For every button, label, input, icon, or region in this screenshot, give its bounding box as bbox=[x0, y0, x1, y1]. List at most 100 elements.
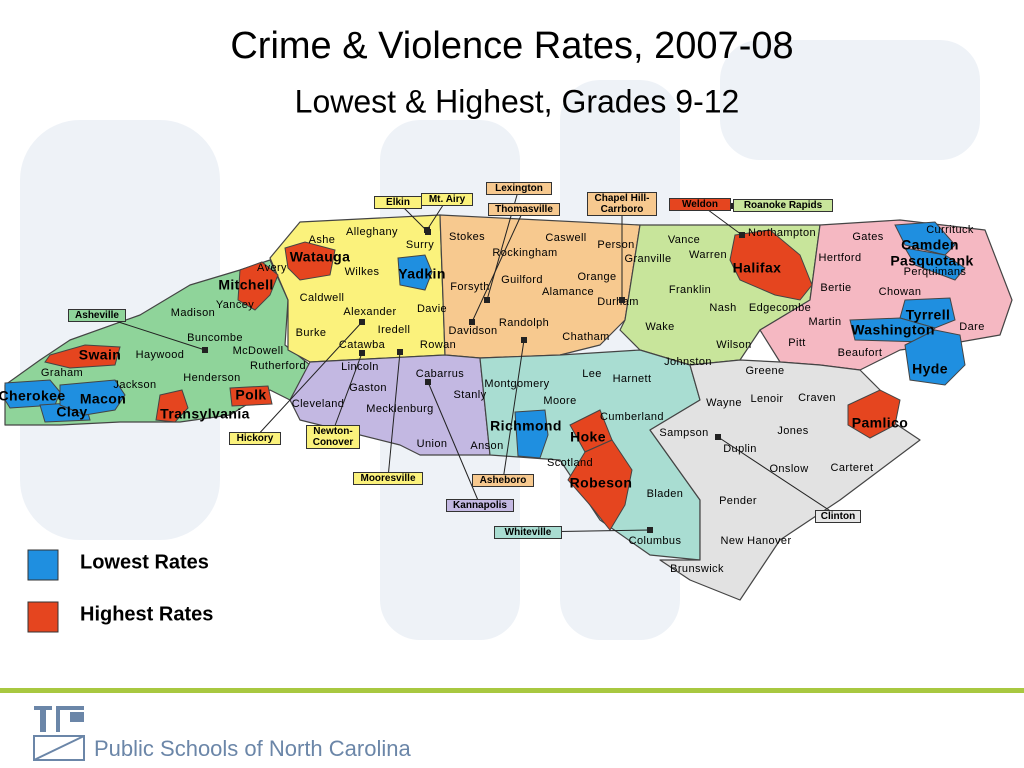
county-label: Beaufort bbox=[838, 347, 883, 359]
county-label: Martin bbox=[809, 316, 842, 328]
county-label: Ashe bbox=[309, 234, 336, 246]
county-label: Cumberland bbox=[600, 411, 664, 423]
county-label: Forsyth bbox=[450, 281, 489, 293]
county-label: Northampton bbox=[748, 227, 816, 239]
district-label: Asheville bbox=[68, 309, 126, 322]
county-label: Sampson bbox=[659, 427, 708, 439]
county-label: Hoke bbox=[570, 429, 606, 445]
county-shape bbox=[59, 379, 126, 416]
county-label: Catawba bbox=[339, 339, 386, 351]
county-shape bbox=[284, 241, 336, 281]
county-label: Camden bbox=[901, 237, 959, 253]
county-label: Buncombe bbox=[187, 332, 243, 344]
county-label: Burke bbox=[296, 327, 327, 339]
district-dot bbox=[739, 232, 745, 238]
district-label: Thomasville bbox=[488, 203, 560, 216]
county-label: Wilkes bbox=[345, 266, 380, 278]
county-label: Macon bbox=[80, 391, 126, 407]
county-shape bbox=[904, 247, 966, 281]
county-label: Alexander bbox=[343, 306, 396, 318]
leader-line bbox=[502, 339, 525, 481]
district-dot bbox=[619, 297, 625, 303]
county-label: Lenoir bbox=[751, 393, 784, 405]
county-label: Orange bbox=[577, 271, 616, 283]
footer-text: Public Schools of North Carolina bbox=[94, 736, 411, 761]
county-label: Stanly bbox=[454, 389, 487, 401]
county-label: Montgomery bbox=[484, 378, 549, 390]
county-label: Columbus bbox=[629, 535, 682, 547]
county-label: Jones bbox=[777, 425, 808, 437]
county-label: Rockingham bbox=[492, 247, 557, 259]
county-label: New Hanover bbox=[720, 535, 791, 547]
footer-rule bbox=[0, 688, 1024, 693]
county-label: Edgecombe bbox=[749, 302, 811, 314]
county-label: Mitchell bbox=[218, 277, 273, 293]
county-label: Stokes bbox=[449, 231, 485, 243]
county-shape bbox=[899, 297, 956, 329]
district-label: Roanoke Rapids bbox=[733, 199, 833, 212]
county-label: Rowan bbox=[420, 339, 456, 351]
county-label: Cherokee bbox=[0, 388, 66, 404]
county-label: Union bbox=[417, 438, 448, 450]
county-label: Pasquotank bbox=[890, 253, 973, 269]
county-label: Gates bbox=[852, 231, 883, 243]
district-label: Elkin bbox=[374, 196, 422, 209]
county-label: Anson bbox=[470, 440, 503, 452]
county-label: Haywood bbox=[136, 349, 185, 361]
district-dot bbox=[425, 379, 431, 385]
county-label: Alleghany bbox=[346, 226, 398, 238]
leader-line bbox=[387, 351, 401, 479]
county-label: Jackson bbox=[113, 379, 156, 391]
county-label: Yadkin bbox=[398, 266, 446, 282]
county-label: Tyrrell bbox=[906, 307, 951, 323]
district-dot bbox=[715, 434, 721, 440]
county-label: Avery bbox=[257, 262, 287, 274]
county-shape bbox=[44, 344, 121, 369]
district-dot bbox=[647, 527, 653, 533]
district-label: Hickory bbox=[229, 432, 281, 445]
legend-swatch bbox=[27, 549, 59, 581]
county-shape bbox=[237, 261, 279, 311]
leader-line bbox=[717, 436, 839, 517]
county-label: Davie bbox=[417, 303, 447, 315]
county-shape bbox=[567, 439, 633, 531]
county-label: Brunswick bbox=[670, 563, 724, 575]
county-label: Washington bbox=[851, 322, 935, 338]
district-dot bbox=[397, 349, 403, 355]
county-label: Wayne bbox=[706, 397, 742, 409]
county-label: Carteret bbox=[831, 462, 874, 474]
district-label: Weldon bbox=[669, 198, 731, 211]
county-label: Johnston bbox=[664, 356, 712, 368]
county-label: Robeson bbox=[570, 475, 633, 491]
county-label: Granville bbox=[624, 253, 671, 265]
county-label: Transylvania bbox=[160, 406, 250, 422]
subtitle: Lowest & Highest, Grades 9-12 bbox=[295, 83, 740, 119]
county-label: Greene bbox=[745, 365, 784, 377]
county-label: Clay bbox=[56, 404, 87, 420]
county-label: McDowell bbox=[233, 345, 284, 357]
leader-line bbox=[254, 321, 363, 439]
highlighted-counties bbox=[4, 221, 966, 531]
county-label: Yancey bbox=[216, 299, 254, 311]
district-dot bbox=[202, 347, 208, 353]
county-label: Harnett bbox=[613, 373, 652, 385]
county-label: Gaston bbox=[349, 382, 387, 394]
county-label: Hertford bbox=[819, 252, 862, 264]
county-label: Chatham bbox=[562, 331, 609, 343]
leader-line bbox=[471, 208, 525, 323]
county-label: Halifax bbox=[733, 260, 782, 276]
county-label: Swain bbox=[79, 347, 121, 363]
county-label: Duplin bbox=[723, 443, 757, 455]
county-label: Nash bbox=[709, 302, 736, 314]
leader-line bbox=[427, 381, 481, 506]
district-dot bbox=[521, 337, 527, 343]
county-shape bbox=[514, 409, 549, 459]
county-shape bbox=[229, 385, 273, 407]
county-label: Perquimans bbox=[904, 266, 967, 278]
county-label: Caldwell bbox=[300, 292, 345, 304]
legend-swatch bbox=[27, 601, 59, 633]
county-label: Moore bbox=[543, 395, 576, 407]
county-label: Scotland bbox=[547, 457, 593, 469]
